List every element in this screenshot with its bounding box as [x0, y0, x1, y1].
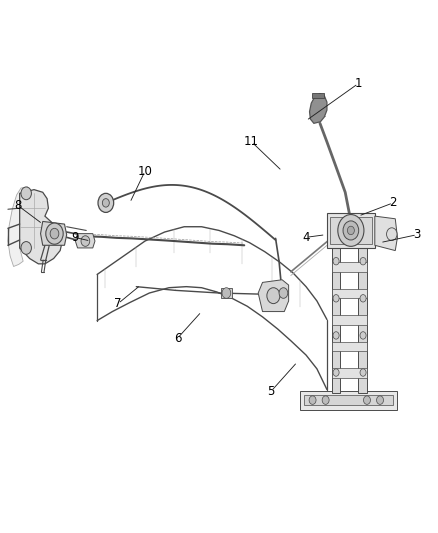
Circle shape — [347, 226, 354, 235]
Circle shape — [81, 236, 90, 246]
Text: 1: 1 — [354, 77, 362, 90]
Polygon shape — [358, 248, 367, 393]
Circle shape — [360, 257, 366, 265]
Polygon shape — [310, 94, 327, 123]
Circle shape — [338, 215, 364, 246]
Polygon shape — [75, 233, 95, 248]
Polygon shape — [20, 190, 62, 264]
Circle shape — [50, 228, 59, 239]
Text: 7: 7 — [114, 297, 122, 310]
Circle shape — [360, 295, 366, 302]
Polygon shape — [332, 342, 367, 351]
Circle shape — [21, 187, 32, 200]
Polygon shape — [327, 214, 375, 248]
Text: 3: 3 — [413, 228, 421, 241]
Text: 11: 11 — [244, 135, 259, 148]
Polygon shape — [332, 316, 367, 325]
Circle shape — [267, 288, 280, 304]
Text: 9: 9 — [71, 231, 78, 244]
Bar — [221, 288, 232, 298]
Polygon shape — [330, 216, 372, 244]
Text: 2: 2 — [389, 196, 397, 209]
Circle shape — [377, 396, 384, 405]
Circle shape — [98, 193, 114, 213]
Polygon shape — [312, 93, 324, 98]
Circle shape — [322, 396, 329, 405]
Polygon shape — [332, 289, 367, 298]
Polygon shape — [375, 216, 397, 251]
Circle shape — [364, 396, 371, 405]
Polygon shape — [258, 280, 289, 312]
Text: 10: 10 — [138, 165, 152, 177]
Circle shape — [46, 223, 63, 244]
Polygon shape — [8, 187, 31, 266]
Circle shape — [333, 369, 339, 376]
Text: 4: 4 — [302, 231, 310, 244]
Circle shape — [309, 396, 316, 405]
Polygon shape — [332, 368, 367, 378]
Circle shape — [360, 332, 366, 339]
Circle shape — [222, 288, 231, 298]
Text: 8: 8 — [14, 199, 21, 212]
Circle shape — [279, 288, 288, 298]
Circle shape — [102, 199, 110, 207]
Polygon shape — [41, 221, 67, 245]
Circle shape — [333, 257, 339, 265]
Text: 6: 6 — [174, 332, 181, 344]
Circle shape — [21, 241, 32, 254]
Circle shape — [343, 221, 359, 240]
Circle shape — [333, 295, 339, 302]
Circle shape — [360, 369, 366, 376]
Text: 5: 5 — [268, 385, 275, 398]
Polygon shape — [332, 248, 340, 393]
Polygon shape — [332, 262, 367, 272]
Polygon shape — [304, 395, 393, 406]
Polygon shape — [300, 391, 397, 410]
Circle shape — [387, 228, 397, 240]
Circle shape — [333, 332, 339, 339]
